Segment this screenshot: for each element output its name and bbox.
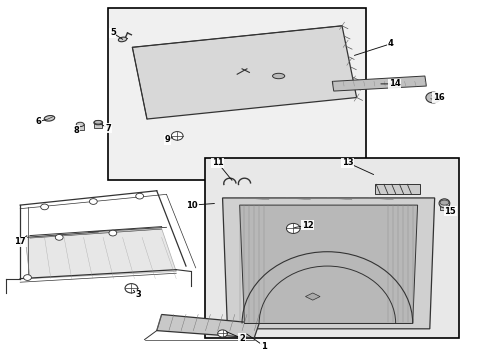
Circle shape — [41, 204, 48, 210]
Circle shape — [425, 92, 440, 103]
Ellipse shape — [94, 121, 102, 124]
Text: 9: 9 — [164, 135, 170, 144]
Polygon shape — [25, 228, 176, 279]
Bar — [94, 122, 102, 128]
Polygon shape — [305, 293, 320, 300]
Circle shape — [286, 224, 300, 233]
Bar — [205, 158, 458, 338]
Ellipse shape — [44, 116, 55, 121]
Text: 2: 2 — [239, 334, 244, 343]
Text: 8: 8 — [73, 126, 79, 135]
Circle shape — [109, 230, 117, 236]
Text: 4: 4 — [387, 39, 393, 48]
Text: 17: 17 — [14, 237, 26, 246]
Circle shape — [89, 199, 97, 204]
Bar — [439, 203, 448, 211]
Polygon shape — [331, 76, 426, 91]
Ellipse shape — [439, 200, 448, 205]
Text: 11: 11 — [211, 158, 223, 167]
Bar — [77, 125, 83, 130]
Text: 13: 13 — [342, 158, 353, 167]
Text: 1: 1 — [261, 342, 266, 351]
Ellipse shape — [76, 122, 84, 127]
Ellipse shape — [94, 121, 102, 125]
Text: 3: 3 — [135, 290, 141, 299]
Text: 16: 16 — [432, 93, 444, 102]
Text: 15: 15 — [444, 207, 455, 216]
Bar — [374, 184, 419, 194]
Text: 7: 7 — [105, 123, 111, 132]
Bar — [108, 8, 366, 180]
Circle shape — [125, 284, 138, 293]
Polygon shape — [157, 315, 259, 338]
Polygon shape — [132, 26, 356, 119]
Ellipse shape — [438, 199, 449, 208]
Polygon shape — [239, 205, 417, 323]
Circle shape — [136, 193, 143, 199]
Circle shape — [23, 275, 31, 280]
Circle shape — [217, 330, 227, 337]
Text: 12: 12 — [302, 221, 313, 230]
Text: 5: 5 — [110, 28, 116, 37]
Ellipse shape — [118, 37, 126, 42]
Text: 6: 6 — [36, 117, 41, 126]
Circle shape — [171, 132, 183, 140]
Circle shape — [55, 234, 63, 240]
Polygon shape — [222, 198, 434, 329]
Text: 10: 10 — [186, 201, 198, 210]
Text: 14: 14 — [388, 80, 400, 89]
Ellipse shape — [272, 73, 284, 79]
